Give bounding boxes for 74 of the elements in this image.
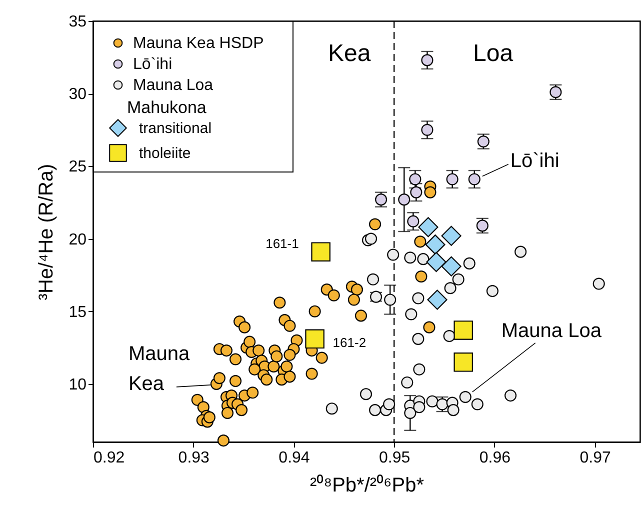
point [441,226,462,246]
point [418,217,438,238]
annotation: Lō`ihi [510,150,560,172]
point [452,273,464,286]
x-axis-title: ²⁰⁸Pb*/²⁰⁶Pb* [310,474,424,496]
point [326,402,338,415]
point [398,194,410,206]
point [413,363,426,376]
point [412,292,424,304]
point [364,232,378,245]
legend-label: Mauna Kea HSDP [133,35,264,52]
x-tick-label: 0.94 [278,450,310,466]
point [405,308,418,320]
point [311,242,330,262]
y-tick-label: 35 [68,14,87,30]
point [592,278,605,290]
point [444,282,456,294]
annotation: Mauna Loa [501,320,602,342]
point [366,273,380,286]
y-tick-label: 30 [68,86,87,104]
point [383,398,396,410]
point [486,285,498,298]
y-tick-label: 25 [68,158,87,176]
point [409,173,422,186]
y-tick-label: 10 [68,376,87,394]
point [447,404,460,416]
point [387,248,400,261]
annotation: 161-2 [332,334,366,350]
point [504,390,517,402]
y-tick-label: 15 [68,304,87,321]
point [426,252,446,272]
point [407,215,420,228]
legend-label: Lō`ihi [133,56,172,73]
point [427,290,448,310]
point [454,352,473,372]
point [471,398,484,410]
point [384,294,396,306]
point [459,390,472,404]
point [514,246,527,258]
point [369,404,382,416]
x-tick-label: 0.96 [479,450,511,466]
point [360,388,372,400]
point [421,54,434,66]
point [305,329,324,349]
point [413,401,426,414]
annotation: 161-1 [266,236,299,251]
point [441,256,462,276]
x-tick-label: 0.93 [178,450,210,466]
annotation: Mauna Kea [128,342,190,395]
point [468,173,480,186]
point [426,395,438,408]
x-tick-label: 0.95 [379,450,410,466]
point [446,173,458,186]
annotation: Loa [473,40,514,67]
point [412,332,424,345]
annotation: Kea [328,40,372,67]
point [410,186,422,198]
legend-label: tholeiite [139,145,191,162]
y-axis-title: ³He/⁴He (R/Ra) [36,164,58,300]
point [404,406,416,419]
point [401,376,414,388]
legend-label: Mauna Loa [133,77,214,94]
point [425,234,446,255]
point [421,124,434,136]
legend-title: Mahukona [127,98,207,117]
x-tick-label: 0.97 [580,450,612,466]
y-tick-label: 20 [68,231,87,248]
point [417,253,430,266]
point [463,257,476,270]
point [454,320,473,340]
legend-label: transitional [139,120,212,137]
point [404,252,416,264]
x-tick-label: 0.92 [94,450,125,466]
point [443,330,456,342]
